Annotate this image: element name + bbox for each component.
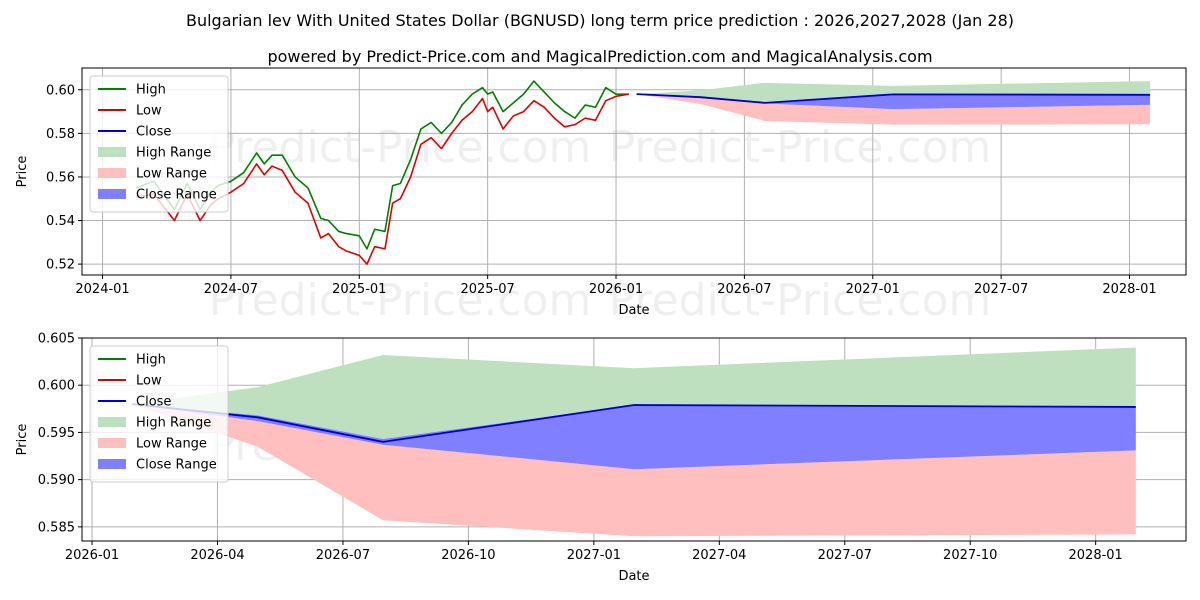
p0-legend-label-0: High [136, 83, 166, 98]
p1-x-tick-label-3: 2026-10 [441, 548, 495, 563]
chart-subtitle: powered by Predict-Price.com and Magical… [267, 47, 932, 66]
p0-x-tick-label-5: 2026-07 [717, 282, 771, 297]
bottom-panel-frame [81, 337, 1187, 542]
p0-y-tick-label-3: 0.58 [46, 127, 75, 142]
p0-x-tick-label-8: 2028-01 [1102, 282, 1156, 297]
p1-plot-area [132, 347, 1136, 537]
p0-x-tick-label-7: 2027-07 [974, 282, 1028, 297]
p1-x-tick-label-0: 2026-01 [65, 548, 119, 563]
p0-x-tick-label-1: 2024-07 [204, 282, 258, 297]
p0-y-tick-label-2: 0.56 [46, 170, 75, 185]
p1-y-tick-label-2: 0.595 [38, 426, 75, 441]
p0-legend-label-2: Close [136, 125, 171, 140]
p1-y-tick-label-4: 0.605 [38, 332, 75, 347]
p0-y-tick-label-0: 0.52 [46, 258, 75, 273]
p1-legend-label-0: High [136, 353, 166, 368]
p1-legend-swatch-4 [98, 438, 126, 448]
p0-forecast-close-line [636, 93, 1151, 104]
p1-legend-label-3: High Range [136, 416, 211, 431]
p0-history-high-line [135, 80, 629, 250]
watermark-4: Predict-Price.com [609, 275, 992, 326]
p1-y-tick-label-0: 0.585 [38, 520, 75, 535]
chart-title: Bulgarian lev With United States Dollar … [186, 11, 1014, 30]
p0-x-tick-label-0: 2024-01 [75, 282, 129, 297]
p1-x-tick-label-1: 2026-04 [190, 548, 244, 563]
p1-x-axis-label: Date [618, 569, 649, 584]
p1-legend-swatch-3 [98, 417, 126, 427]
p0-y-tick-label-1: 0.54 [46, 214, 75, 229]
watermark-3: Predict-Price.com [209, 275, 592, 326]
p1-y-axis-label: Price [15, 424, 30, 456]
p0-legend-swatch-5 [98, 189, 126, 199]
top-panel-frame [81, 67, 1187, 276]
top-legend: High Low Close High Range Low Range Close Ran… [89, 75, 229, 213]
p0-high-range-band [636, 81, 1151, 103]
p0-x-tick-label-6: 2027-01 [846, 282, 900, 297]
p1-x-tick-label-5: 2027-04 [692, 548, 746, 563]
p1-x-tick-label-7: 2027-10 [943, 548, 997, 563]
p1-legend-swatch-5 [98, 459, 126, 469]
p0-low-range-band [636, 94, 1151, 125]
p0-legend-label-5: Close Range [136, 188, 217, 203]
p0-x-axis-label: Date [618, 303, 649, 318]
bottom-panel: Predict-Price.com Predict-Price.com 2026… [15, 332, 1187, 584]
p1-x-tick-label-8: 2028-01 [1069, 548, 1123, 563]
p1-x-tick-label-4: 2027-01 [567, 548, 621, 563]
bottom-panel-marks: 2026-01 2026-04 2026-07 2026-10 2027-01 2027-… [15, 332, 1186, 584]
p1-y-tick-label-3: 0.600 [38, 379, 75, 394]
p0-history-low-line [135, 93, 629, 265]
p1-legend-label-5: Close Range [136, 458, 217, 473]
p0-plot-area [135, 80, 1151, 265]
watermark-group: Predict-Price.com Predict-Price.com Pred… [209, 122, 992, 326]
p0-legend-swatch-4 [98, 168, 126, 178]
p1-x-tick-label-6: 2027-07 [818, 548, 872, 563]
p0-x-tick-label-3: 2025-07 [460, 282, 514, 297]
p1-close-range-band [132, 404, 1136, 470]
p0-legend-label-3: High Range [136, 146, 211, 161]
p1-legend-label-1: Low [136, 374, 162, 389]
top-panel: Predict-Price.com Predict-Price.com Pred… [15, 67, 1187, 326]
p0-x-tick-label-2: 2025-01 [332, 282, 386, 297]
p1-low-range-band [132, 404, 1136, 537]
p0-y-tick-label-4: 0.60 [46, 83, 75, 98]
p0-legend-label-1: Low [136, 104, 162, 119]
p0-legend-swatch-3 [98, 147, 126, 157]
p1-legend-label-2: Close [136, 395, 171, 410]
p0-x-tick-label-4: 2026-01 [589, 282, 643, 297]
watermark-2: Predict-Price.com [609, 122, 992, 173]
watermark-1: Predict-Price.com [209, 122, 592, 173]
bottom-legend: High Low Close High Range Low Range Close Ran… [89, 345, 229, 483]
p1-y-tick-label-1: 0.590 [38, 473, 75, 488]
p0-close-range-band [636, 94, 1151, 110]
p1-x-tick-label-2: 2026-07 [316, 548, 370, 563]
p1-legend-label-4: Low Range [136, 437, 207, 452]
p0-y-axis-label: Price [15, 156, 30, 188]
p0-legend-label-4: Low Range [136, 167, 207, 182]
p1-high-range-band [132, 347, 1136, 440]
